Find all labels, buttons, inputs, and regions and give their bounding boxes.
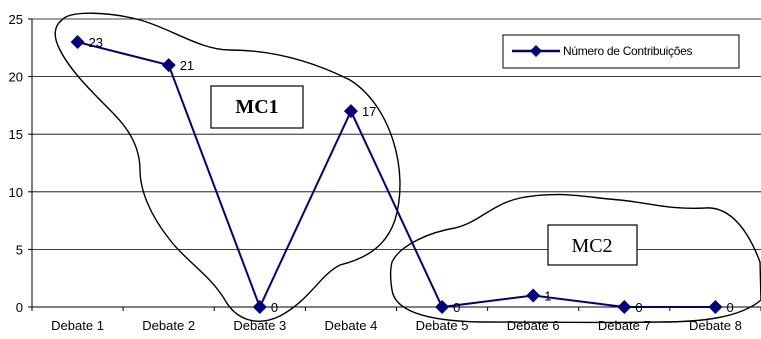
x-tick-label: Debate 4 [325,318,378,333]
x-tick-label: Debate 8 [689,318,742,333]
x-tick-label: Debate 5 [416,318,469,333]
mc1-box [210,85,304,129]
data-label: 0 [635,300,642,315]
legend-series-name: Número de Contribuições [563,44,692,58]
data-label: 17 [362,104,376,119]
data-point-marker [435,300,450,314]
mc2-cluster-outline [389,193,761,324]
data-label: 0 [453,300,460,315]
y-tick-label: 25 [9,12,23,27]
y-axis-ticks: 0 5 10 15 20 25 [9,12,23,315]
data-label: 0 [271,300,278,315]
data-point-marker [252,300,267,314]
mc1-label: MC1 [235,96,278,118]
x-tick-label: Debate 7 [598,318,651,333]
mc1-cluster-outline [54,12,401,322]
data-label: 1 [544,288,551,303]
legend: Número de Contribuições [502,34,740,69]
series [70,35,723,314]
x-tick-label: Debate 6 [507,318,560,333]
x-tick-label: Debate 1 [51,318,104,333]
grid-lines [32,18,761,250]
data-point-marker [708,300,723,314]
data-point-marker [343,104,358,119]
data-label: 21 [180,58,194,73]
data-point-marker [617,300,632,314]
data-label: 23 [89,35,103,50]
y-tick-label: 0 [16,300,23,315]
data-point-marker [526,288,541,303]
series-line [77,41,716,310]
data-point-marker [70,35,85,50]
x-tick-label: Debate 2 [142,318,195,333]
x-axis-ticks: Debate 1 Debate 2 Debate 3 Debate 4 Debate 5… [51,318,742,333]
y-tick-label: 5 [16,242,23,257]
mc2-box [547,224,638,266]
x-tick-label: Debate 3 [233,318,286,333]
y-tick-label: 20 [9,70,23,85]
legend-marker [530,45,542,57]
mc2-label: MC2 [571,235,612,257]
data-point-marker [161,58,176,73]
y-tick-label: 10 [9,185,23,200]
data-labels: 23 21 0 17 0 1 0 0 [89,35,734,315]
data-label: 0 [726,300,733,315]
y-tick-label: 15 [9,127,23,142]
